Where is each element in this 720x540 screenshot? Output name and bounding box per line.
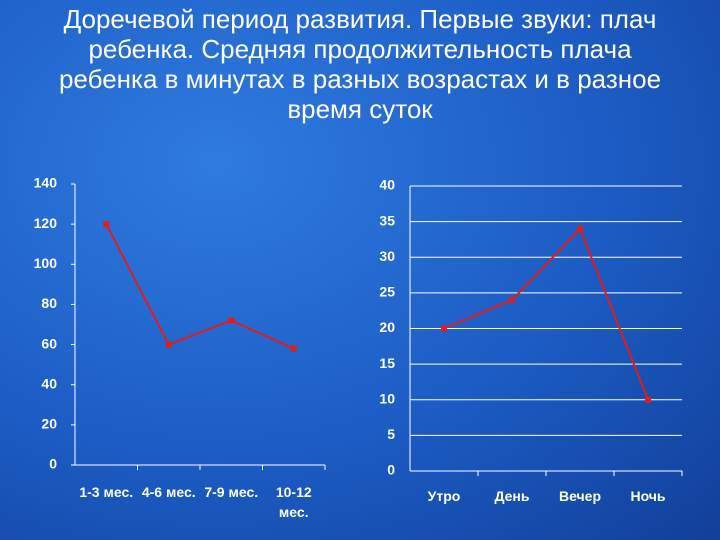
y-tick-label: 40	[379, 177, 395, 193]
y-tick-label: 15	[379, 355, 395, 371]
y-tick-label: 40	[41, 375, 57, 391]
y-tick-label: 35	[379, 212, 395, 228]
y-tick-label: 10	[379, 390, 395, 406]
data-point	[103, 221, 110, 228]
data-point	[228, 317, 235, 324]
y-tick-label: 25	[379, 284, 395, 300]
x-tick-label: 7-9 мес.	[204, 484, 259, 500]
x-tick-label: 4-6 мес.	[141, 484, 196, 500]
data-point	[441, 325, 447, 332]
y-tick-label: 5	[387, 426, 395, 442]
data-line	[105, 223, 295, 350]
data-line	[443, 226, 649, 401]
y-tick-label: 120	[34, 215, 58, 231]
data-point	[645, 396, 651, 403]
y-tick-label: 30	[379, 248, 395, 264]
x-tick-label: Вечер	[558, 488, 601, 504]
data-point	[165, 341, 172, 348]
y-tick-label: 80	[41, 295, 57, 311]
y-tick-label: 0	[387, 462, 395, 478]
data-point	[509, 297, 515, 303]
data-point	[290, 345, 297, 352]
y-tick-label: 20	[379, 319, 395, 335]
y-tick-label: 0	[49, 456, 57, 472]
x-tick-label: День	[494, 488, 530, 504]
x-tick-label: 10-12 мес.	[275, 484, 312, 520]
x-tick-label: Ночь	[630, 488, 666, 504]
x-tick-label: 1-3 мес.	[79, 484, 134, 500]
data-point	[577, 225, 583, 232]
x-tick-label: Утро	[427, 488, 461, 504]
slide-title: Доречевой период развития. Первые звуки:…	[58, 4, 662, 124]
y-tick-label: 100	[34, 255, 58, 271]
y-tick-label: 20	[41, 416, 57, 432]
y-tick-label: 140	[34, 175, 58, 191]
y-tick-label: 60	[41, 335, 57, 351]
